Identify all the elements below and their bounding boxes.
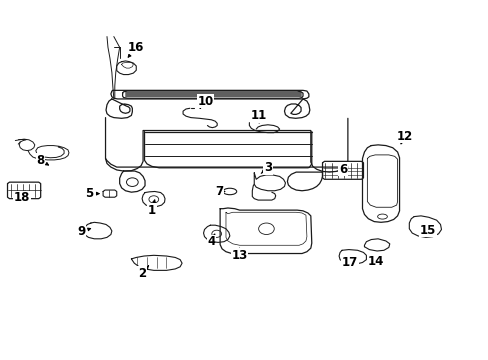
Text: 14: 14 bbox=[367, 255, 384, 268]
Text: 2: 2 bbox=[138, 266, 148, 280]
Text: 16: 16 bbox=[128, 41, 144, 57]
Text: 1: 1 bbox=[147, 200, 156, 217]
Text: 4: 4 bbox=[207, 234, 215, 248]
Text: 13: 13 bbox=[231, 248, 247, 262]
Text: 15: 15 bbox=[419, 224, 435, 237]
Text: 12: 12 bbox=[395, 130, 412, 144]
Text: 6: 6 bbox=[338, 163, 346, 176]
Text: 9: 9 bbox=[77, 225, 90, 238]
Text: 5: 5 bbox=[85, 187, 99, 200]
Text: 8: 8 bbox=[37, 154, 48, 167]
Text: 17: 17 bbox=[341, 255, 357, 269]
Text: 10: 10 bbox=[197, 95, 213, 108]
Text: 3: 3 bbox=[261, 161, 271, 174]
Text: 18: 18 bbox=[14, 191, 30, 204]
Text: 7: 7 bbox=[215, 185, 224, 198]
Text: 11: 11 bbox=[250, 109, 267, 123]
